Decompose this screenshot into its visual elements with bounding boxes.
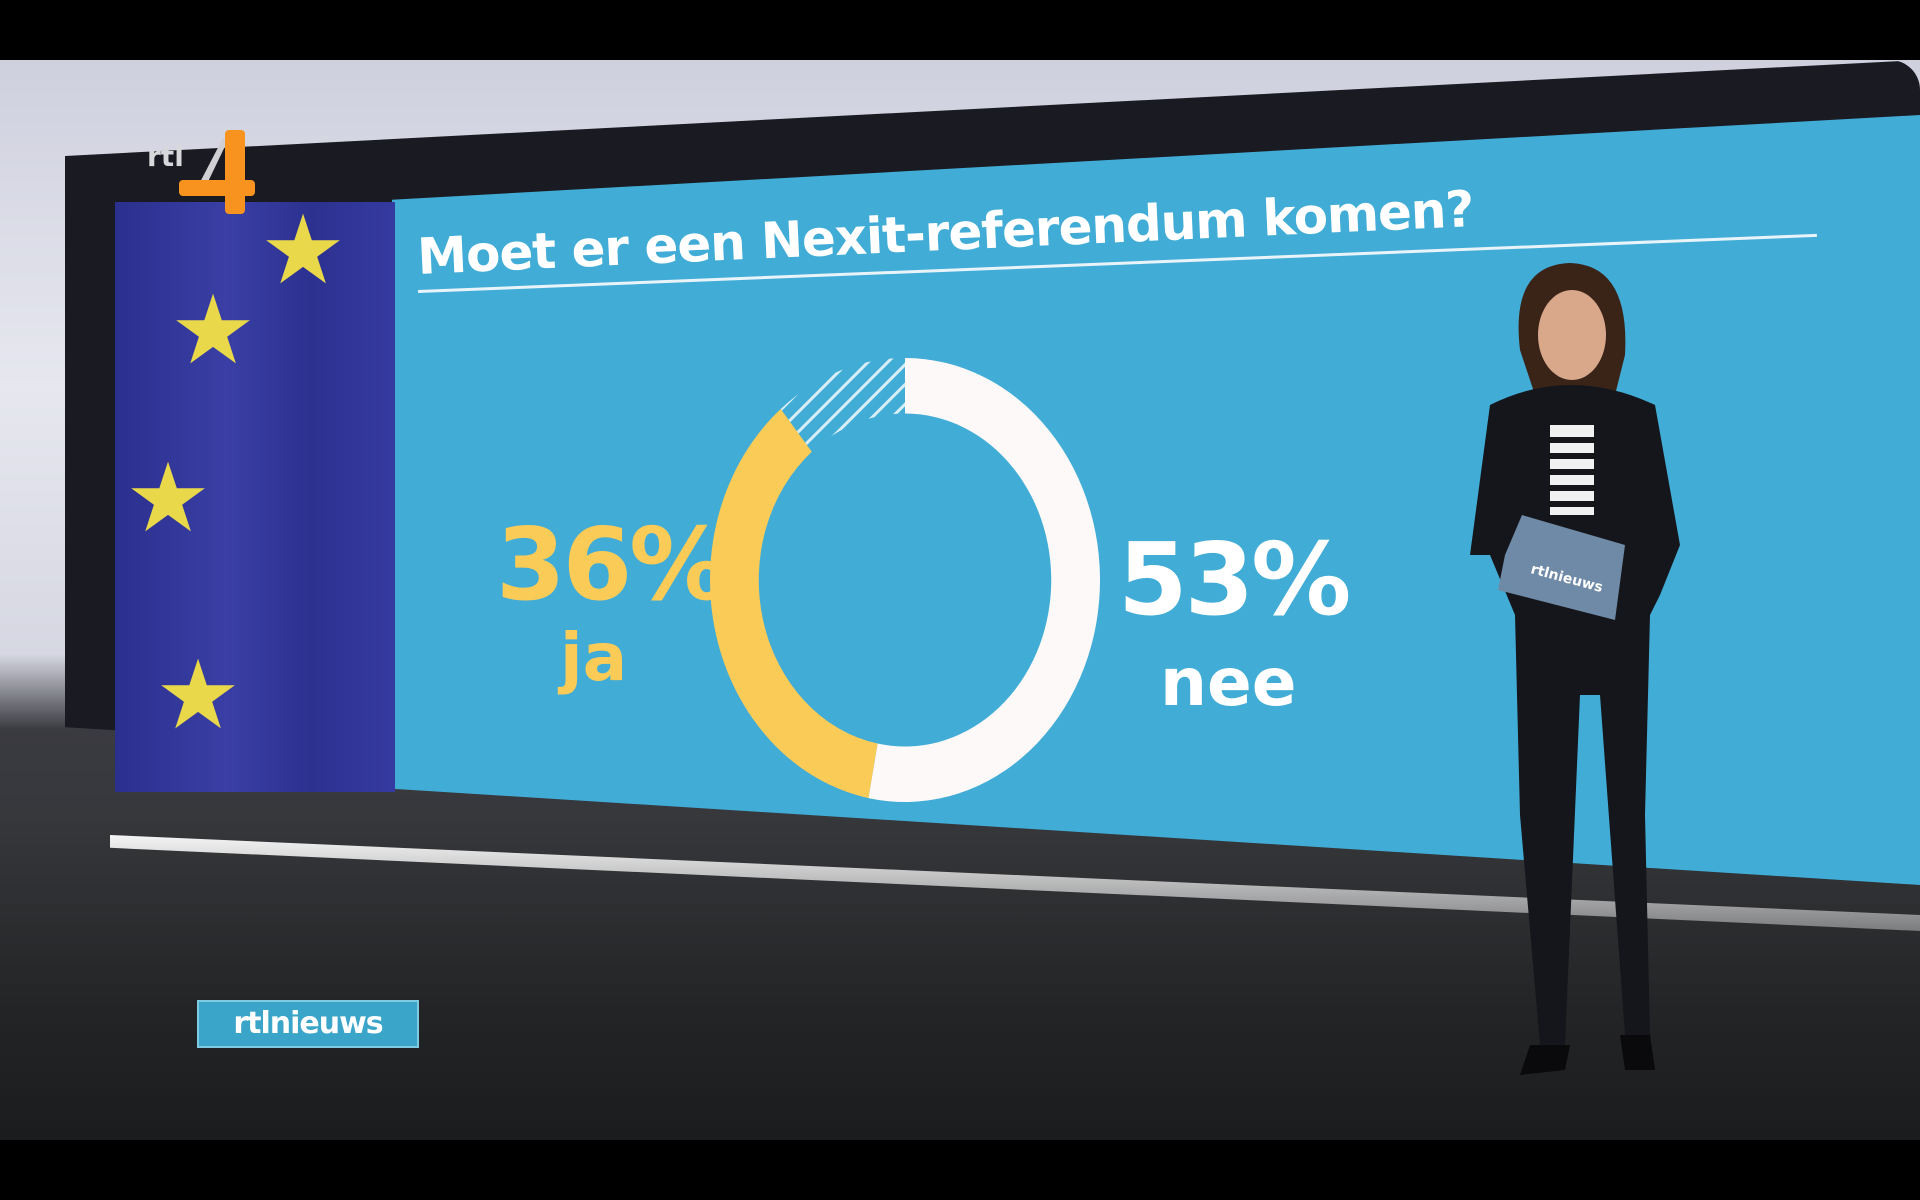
star-icon: ★ (155, 639, 242, 751)
star-icon: ★ (260, 194, 347, 306)
donut-slice-ja (710, 408, 878, 799)
donut-slice-nee (868, 358, 1100, 802)
star-icon: ★ (170, 274, 257, 386)
yes-label: ja (560, 619, 628, 696)
no-label: nee (1160, 644, 1297, 721)
letterbox-top (0, 0, 1920, 60)
eu-flag: ★ ★ ★ ★ (115, 202, 395, 792)
svg-text:rtl: rtl (147, 140, 184, 173)
presenter-folder (1498, 515, 1625, 620)
rtl4-logo: rtl (147, 130, 255, 214)
presenter: rtlnieuws (1470, 263, 1680, 1075)
star-icon: ★ (125, 442, 212, 554)
letterbox-bottom (0, 1140, 1920, 1200)
donut-slice-other (780, 358, 905, 452)
rtlnieuws-badge: rtlnieuws (197, 1000, 419, 1048)
yes-percentage: 36% (496, 506, 729, 623)
no-percentage: 53% (1118, 521, 1351, 638)
donut-chart (710, 358, 1100, 802)
